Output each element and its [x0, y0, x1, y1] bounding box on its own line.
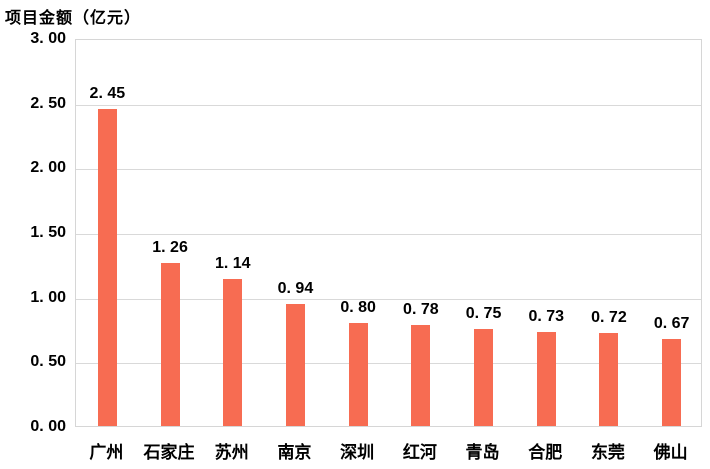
bar-南京	[285, 304, 305, 426]
x-tick-label-红河: 红河	[402, 443, 437, 462]
bar-value-label: 0. 94	[277, 280, 314, 298]
bar-value-label: 1. 14	[214, 254, 251, 272]
y-tick-label: 1. 50	[30, 224, 66, 241]
bar-广州	[97, 109, 117, 426]
chart-title: 项目金额（亿元）	[5, 10, 142, 27]
bar-东莞	[599, 332, 619, 426]
y-tick-label: 3. 00	[30, 30, 66, 47]
bar-value-label: 0. 72	[591, 308, 627, 326]
y-tick-label: 0. 00	[30, 418, 66, 435]
x-tick-label-深圳: 深圳	[340, 443, 375, 462]
gridline	[76, 234, 701, 235]
y-tick-label: 1. 00	[30, 288, 66, 306]
bar-value-label: 0. 78	[403, 301, 439, 319]
bar-红河	[411, 325, 431, 426]
gridline	[76, 363, 701, 365]
x-tick-label-合肥: 合肥	[528, 443, 563, 462]
bar-佛山	[662, 339, 682, 426]
y-tick-label: 0. 50	[30, 353, 66, 371]
bar-value-label: 1. 26	[152, 239, 188, 257]
x-tick-label-佛山: 佛山	[653, 443, 688, 462]
y-tick-label: 2. 50	[30, 94, 66, 112]
x-tick-label-石家庄: 石家庄	[143, 443, 195, 462]
bar-合肥	[536, 331, 556, 426]
x-tick-label-青岛: 青岛	[465, 443, 500, 462]
bar-value-label: 2. 45	[89, 85, 126, 103]
y-tick-label: 2. 00	[30, 159, 66, 177]
bar-value-label: 0. 80	[340, 298, 376, 316]
bar-深圳	[348, 322, 368, 426]
x-tick-label-苏州: 苏州	[214, 443, 249, 462]
bar-苏州	[223, 278, 243, 426]
gridline	[76, 298, 701, 300]
bar-青岛	[474, 329, 494, 426]
bar-value-label: 0. 75	[465, 305, 502, 322]
plot-area: 2. 45 1. 26 1. 14 0. 94 0. 80 0. 78 0. 75 0. 73…	[75, 39, 702, 427]
x-tick-label-广州: 广州	[89, 443, 124, 462]
bar-石家庄	[160, 263, 180, 426]
x-tick-label-东莞: 东莞	[590, 443, 625, 462]
bar-value-label: 0. 73	[528, 307, 565, 325]
x-tick-label-南京: 南京	[277, 443, 312, 462]
gridline	[76, 104, 701, 106]
bar-value-label: 0. 67	[653, 315, 690, 333]
gridline	[76, 169, 701, 171]
